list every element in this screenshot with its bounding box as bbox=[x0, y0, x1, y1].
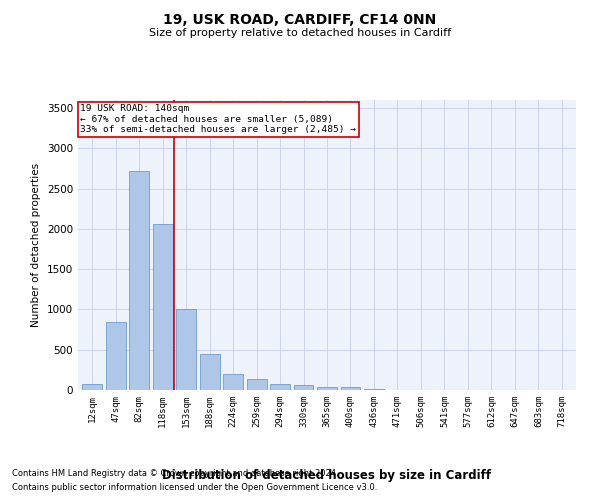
Bar bbox=[247, 378, 266, 390]
Y-axis label: Number of detached properties: Number of detached properties bbox=[31, 163, 41, 327]
Bar bbox=[341, 387, 361, 390]
Bar bbox=[200, 354, 220, 390]
Text: Contains HM Land Registry data © Crown copyright and database right 2024.: Contains HM Land Registry data © Crown c… bbox=[12, 468, 338, 477]
Bar bbox=[317, 387, 337, 390]
Bar bbox=[293, 385, 313, 390]
Text: Contains public sector information licensed under the Open Government Licence v3: Contains public sector information licen… bbox=[12, 484, 377, 492]
Bar bbox=[270, 384, 290, 390]
Bar bbox=[82, 384, 102, 390]
Text: 19, USK ROAD, CARDIFF, CF14 0NN: 19, USK ROAD, CARDIFF, CF14 0NN bbox=[163, 12, 437, 26]
Bar bbox=[364, 389, 384, 390]
X-axis label: Distribution of detached houses by size in Cardiff: Distribution of detached houses by size … bbox=[163, 469, 491, 482]
Bar bbox=[223, 374, 243, 390]
Bar bbox=[106, 322, 125, 390]
Bar bbox=[152, 224, 173, 390]
Text: 19 USK ROAD: 140sqm
← 67% of detached houses are smaller (5,089)
33% of semi-det: 19 USK ROAD: 140sqm ← 67% of detached ho… bbox=[80, 104, 356, 134]
Bar bbox=[176, 310, 196, 390]
Text: Size of property relative to detached houses in Cardiff: Size of property relative to detached ho… bbox=[149, 28, 451, 38]
Bar bbox=[129, 171, 149, 390]
